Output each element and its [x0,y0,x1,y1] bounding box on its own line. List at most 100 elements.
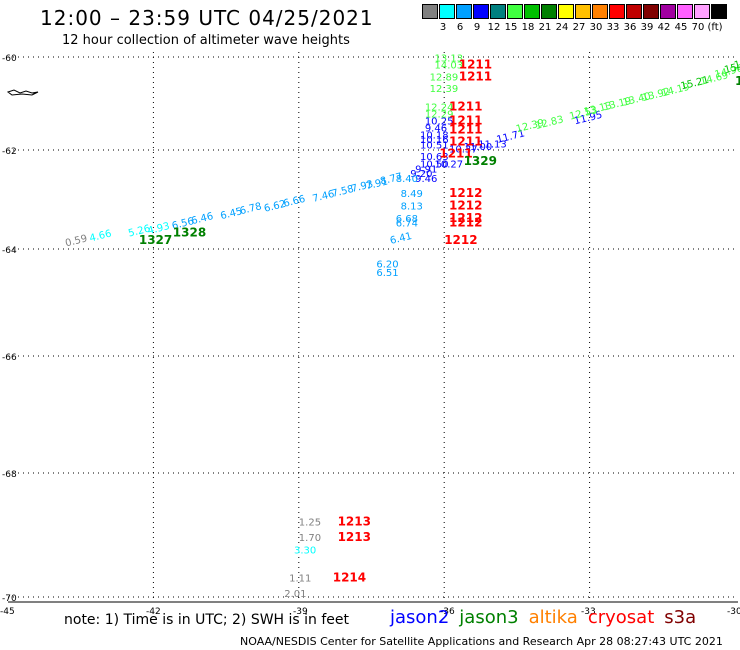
satellite-cryosat: cryosat [587,607,655,628]
wave-height-value: 7.58 [331,184,355,200]
scale-swatch [456,4,472,19]
wave-height-value: 1.70 [299,533,321,544]
pass-time-label: 1211 [459,58,492,72]
wave-height-value: 6.51 [376,268,398,279]
wave-height-value: 9.91 [415,164,437,175]
lat-tick-label: -66 [2,353,17,363]
wave-height-value: 10.50 [420,159,449,170]
scale-swatch [541,4,557,19]
wave-height-value: 6.45 [219,206,243,222]
wave-height-value: 10.18 [420,130,449,141]
pass-time-label: 1211 [439,146,472,160]
scale-swatch [626,4,642,19]
satellite-s3a: s3a [664,607,697,628]
lat-tick-label: -62 [2,147,17,157]
scale-label: 42 [657,22,671,33]
coastline [6,89,39,96]
scale-swatch [660,4,676,19]
wave-height-labels: 13.1314.0312.8912.3912.2412.2910.259.461… [64,54,740,600]
wave-height-value: 8.49 [401,189,423,200]
scale-swatch [439,4,455,19]
scale-swatch [609,4,625,19]
wave-height-value: 2.01 [284,589,306,600]
lon-tick-label: -33 [581,607,596,617]
wave-height-value: 13.13 [435,54,464,65]
wave-height-value: 12.29 [425,109,454,120]
pass-time-label: 1211 [449,113,482,127]
axis-tick-labels: -60 -62 -64 -66 -68 -70 -45 -42 -39 -36 -33 -30 [0,54,740,617]
pass-time-label: 1212 [449,198,482,212]
wave-height-value: 9.46 [425,123,447,134]
wave-height-value: 14.96 [714,63,740,81]
wave-height-value: 6.74 [396,219,418,230]
map-title: 12:00 – 23:59 UTC 04/25/2021 [40,6,374,30]
wave-height-value: 10.25 [425,116,454,127]
wave-height-value: 6.56 [171,216,195,232]
wave-height-value: 10.63 [420,152,449,163]
lat-tick-label: -68 [2,470,17,480]
wave-height-value: 12.83 [534,114,564,132]
scale-label: 39 [640,22,654,33]
scale-swatch [711,4,727,19]
pass-time-label: 1214 [333,571,366,585]
wave-height-value: 14.03 [435,61,464,72]
wave-height-value: 6.68 [396,214,418,225]
pass-time-label: 1212 [449,216,482,230]
wave-height-value: 1.11 [289,574,311,585]
wave-height-value: 16.0 [733,55,740,71]
scale-swatch [694,4,710,19]
wave-height-value: 7.93 [350,179,374,195]
wave-height-value: 4.66 [88,228,112,244]
wave-height-value: 6.20 [376,260,398,271]
scale-label: 45 [674,22,688,33]
wave-height-value: 6.62 [263,199,287,215]
scale-label: 3 [439,22,447,33]
satellite-jason3: jason3 [459,607,519,628]
wave-height-value: 6.46 [190,211,214,227]
lat-tick-label: -64 [2,246,17,256]
wave-height-value: 7.91 [365,176,389,192]
lon-tick-label: -36 [440,607,455,617]
scale-swatch [643,4,659,19]
pass-time-label: 1211 [449,123,482,137]
scale-label: 18 [521,22,535,33]
wave-height-value: 12.39 [430,84,459,95]
wave-height-value: 9.46 [415,174,437,185]
wave-height-value: 5.26 [127,223,151,239]
pass-time-labels: 1211121112111211121112111211132912121212… [139,58,740,585]
wave-height-value: 10.27 [435,159,464,170]
satellite-altika: altika [528,607,578,628]
scale-label: 24 [555,22,569,33]
scale-swatch [507,4,523,19]
pass-time-label: 1212 [444,233,477,247]
pass-time-label: 1211 [459,69,492,83]
scale-label: 9 [473,22,481,33]
units-note: note: 1) Time is in UTC; 2) SWH is in fe… [64,612,350,628]
scale-swatch [473,4,489,19]
scale-label: 12 [487,22,501,33]
scale-label: 33 [606,22,620,33]
wave-height-value: 10.51 [420,141,449,152]
pass-time-label: 1328 [173,226,206,240]
scale-label: 15 [504,22,518,33]
lon-tick-label: -30 [727,607,740,617]
wave-height-value: 8.13 [401,201,423,212]
lat-tick-label: -60 [2,54,17,64]
wave-height-value: 10.37 [449,144,478,155]
wave-height-value: 11.13 [478,140,507,151]
pass-time-label: 1211 [449,134,482,148]
wave-height-value: 6.66 [282,194,306,210]
lon-tick-label: -39 [293,607,308,617]
pass-time-label: 1212 [449,186,482,200]
pass-time-label: 1212 [449,211,482,225]
wave-height-value: 8.40 [396,174,418,185]
wave-height-value: 6.41 [389,231,413,247]
pass-time-label: 1329 [464,154,497,168]
map-grid [8,52,738,603]
scale-swatch [490,4,506,19]
pass-time-label: 1213 [338,515,371,529]
island-outline [6,89,39,96]
wave-height-value: 7.46 [311,189,335,205]
credit-footer: NOAA/NESDIS Center for Satellite Applica… [240,635,723,648]
